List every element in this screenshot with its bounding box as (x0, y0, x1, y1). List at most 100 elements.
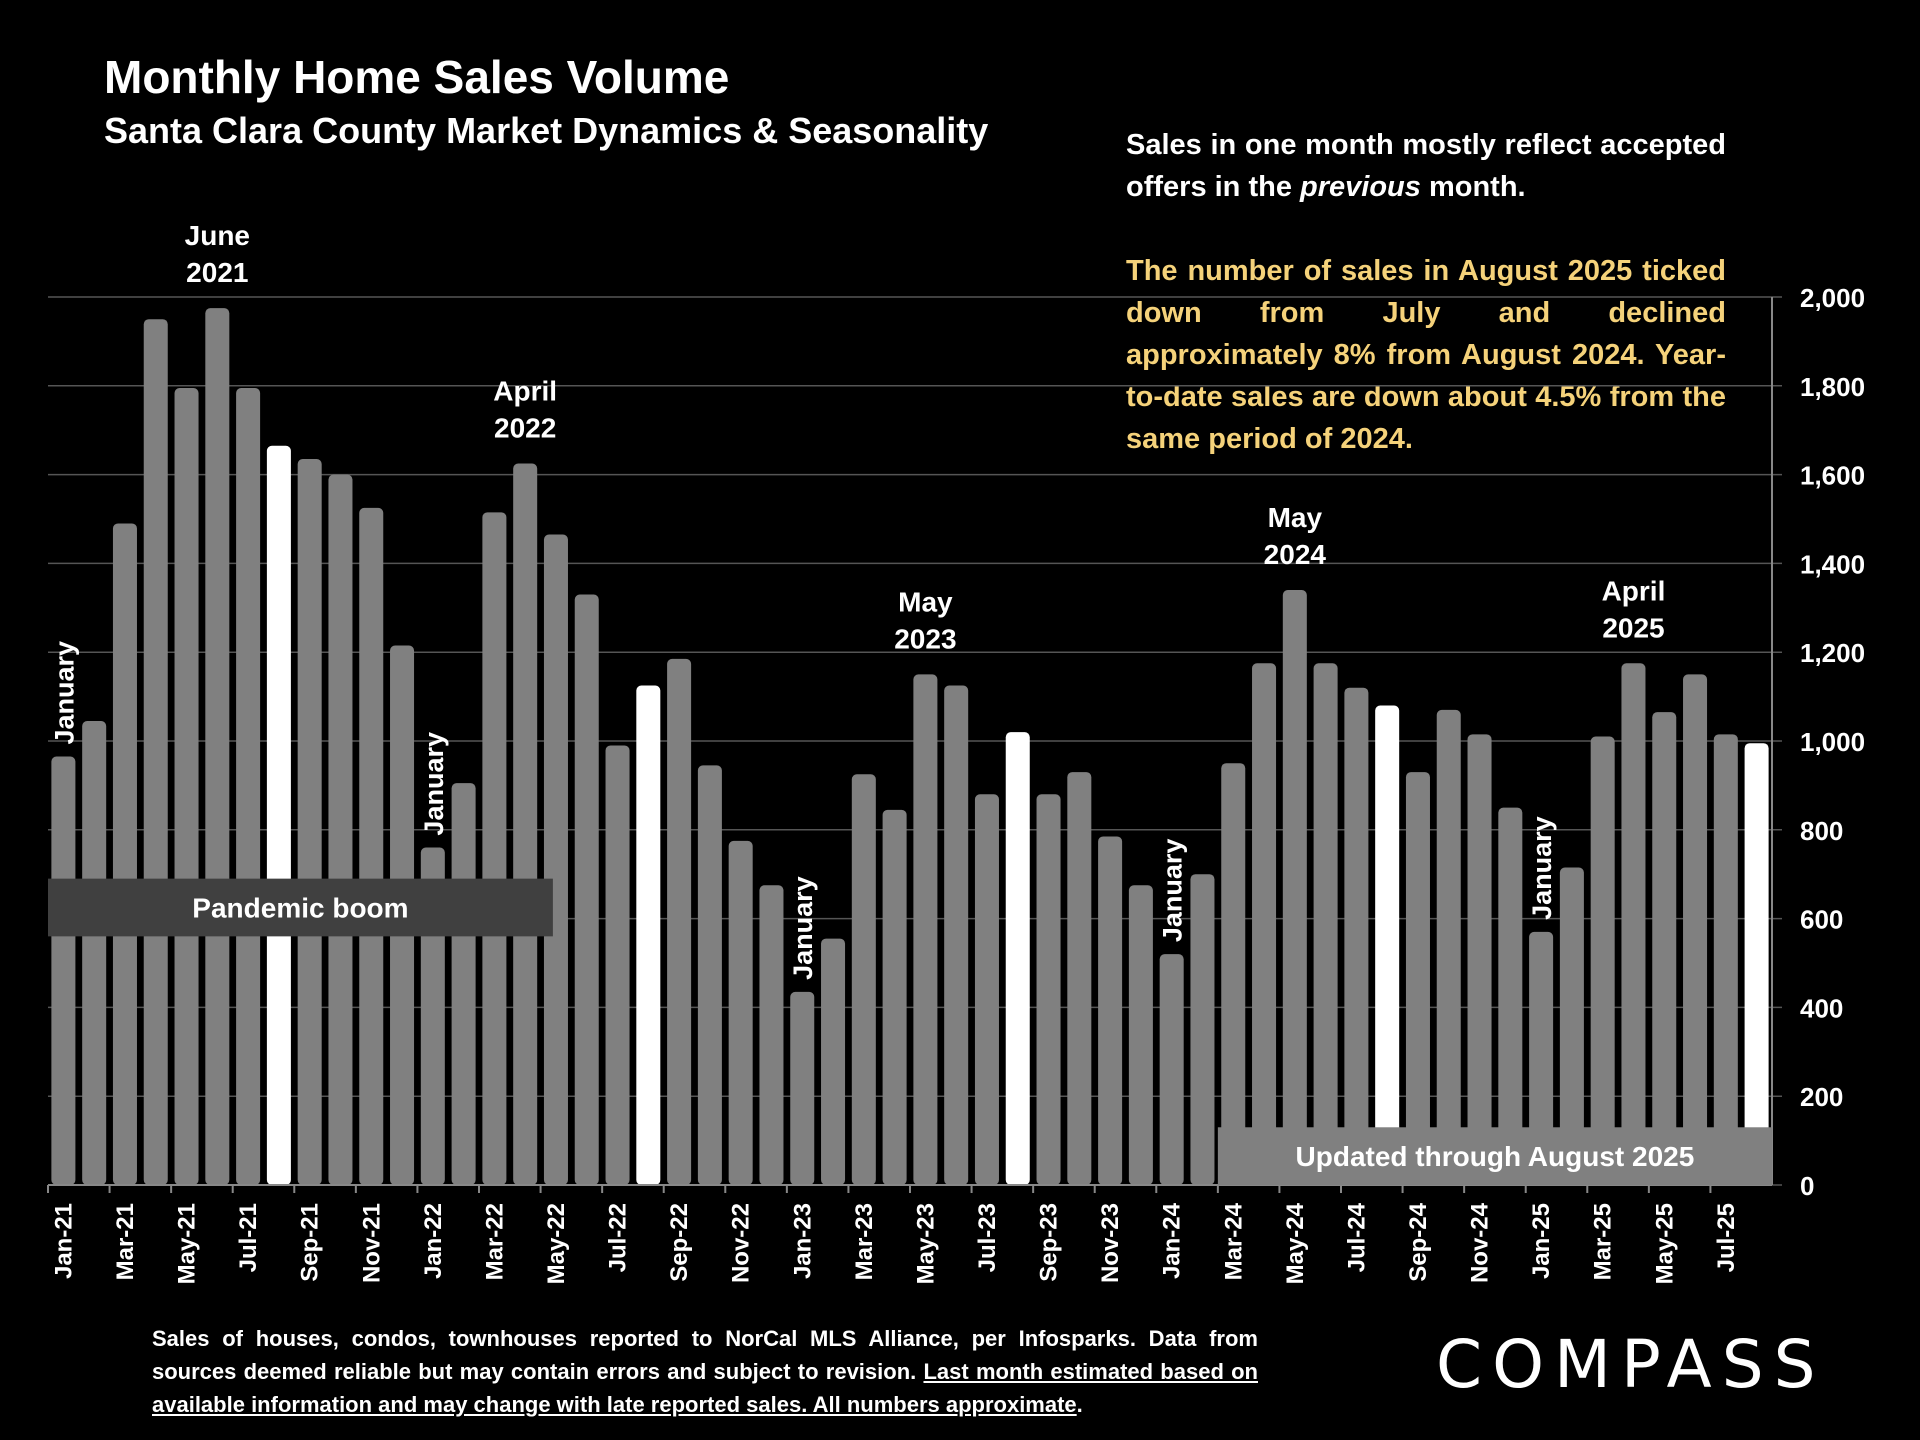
x-tick-label: Jul-21 (235, 1203, 262, 1272)
bar (51, 756, 76, 1185)
footnote-end: . (1076, 1392, 1083, 1417)
bar (1405, 772, 1430, 1185)
y-tick-label: 600 (1800, 905, 1843, 935)
compass-logo: COMPASS (1436, 1326, 1826, 1403)
x-tick-label: Mar-23 (851, 1203, 878, 1280)
y-tick-label: 1,200 (1800, 638, 1865, 668)
x-tick-label: May-24 (1282, 1202, 1309, 1284)
bar (359, 507, 384, 1185)
bar (143, 319, 168, 1185)
y-tick-label: 800 (1800, 816, 1843, 846)
highlighted-bar (1744, 743, 1769, 1185)
bar (543, 534, 568, 1185)
bar (1529, 931, 1554, 1185)
x-tick-label: Sep-22 (666, 1203, 693, 1282)
bar (513, 463, 538, 1185)
highlighted-bar (1375, 705, 1400, 1185)
x-tick-label: Mar-25 (1590, 1203, 1617, 1280)
y-tick-label: 1,400 (1800, 549, 1865, 579)
bar (1467, 734, 1492, 1185)
peak-annotation: 2021 (186, 257, 248, 288)
x-tick-label: Jul-25 (1713, 1203, 1740, 1272)
highlighted-bar (1005, 732, 1030, 1185)
bar (882, 809, 907, 1185)
bar (759, 885, 784, 1185)
chart-subtitle: Santa Clara County Market Dynamics & Sea… (104, 110, 989, 151)
context-note: Sales in one month mostly reflect accept… (1126, 124, 1726, 208)
x-tick-label: Mar-21 (112, 1203, 139, 1280)
pandemic-boom-label: Pandemic boom (192, 893, 408, 924)
x-tick-label: Nov-23 (1097, 1203, 1124, 1283)
bar (1713, 734, 1738, 1185)
bar (1498, 807, 1523, 1185)
x-tick-label: Sep-23 (1036, 1203, 1063, 1282)
bar (790, 991, 815, 1185)
footnote-disclaimer: Last month estimated based on available … (152, 1359, 1258, 1417)
bar (1221, 763, 1246, 1185)
x-tick-label: Nov-24 (1467, 1202, 1494, 1283)
updated-through-box (1217, 1127, 1772, 1185)
y-tick-label: 1,600 (1800, 461, 1865, 491)
y-tick-label: 1,800 (1800, 372, 1865, 402)
x-tick-label: Nov-21 (358, 1203, 385, 1283)
bar (944, 685, 969, 1185)
bar (174, 388, 199, 1185)
context-note-end: month. (1420, 171, 1526, 203)
highlighted-bar (636, 685, 661, 1185)
x-tick-label: Jul-23 (974, 1203, 1001, 1272)
peak-annotation: 2024 (1264, 539, 1327, 570)
x-tick-label: May-21 (174, 1203, 201, 1284)
bar (236, 388, 261, 1185)
x-tick-label: Jul-22 (605, 1203, 632, 1272)
x-tick-label: Sep-24 (1405, 1202, 1432, 1281)
context-note-text: Sales in one month mostly reflect accept… (1126, 129, 1726, 203)
bar (1683, 674, 1708, 1185)
bar (1621, 663, 1646, 1185)
x-tick-label: Jan-23 (789, 1203, 816, 1279)
footnote-text: Sales of houses, condos, townhouses repo… (152, 1326, 1258, 1384)
bar (697, 765, 722, 1185)
bar (1590, 736, 1615, 1185)
bar (451, 783, 476, 1185)
x-tick-label: Jan-25 (1528, 1203, 1555, 1279)
bar (1159, 954, 1184, 1185)
x-tick-label: Jul-24 (1343, 1202, 1370, 1272)
x-tick-label: Jan-21 (50, 1203, 77, 1279)
x-tick-label: Jan-24 (1159, 1202, 1186, 1279)
y-tick-label: 400 (1800, 993, 1843, 1023)
bar (297, 459, 322, 1185)
bar (728, 840, 753, 1185)
peak-annotation: May (1268, 502, 1323, 533)
bar (1098, 836, 1123, 1185)
bar (667, 658, 692, 1185)
bar (851, 774, 876, 1185)
context-note-emphasis: previous (1300, 171, 1421, 203)
peak-annotation: April (1602, 575, 1666, 606)
january-annotation: January (1158, 839, 1188, 943)
bar (328, 474, 353, 1186)
bar (1313, 663, 1338, 1185)
bar (1036, 794, 1061, 1185)
x-tick-label: Mar-22 (481, 1203, 508, 1280)
bar (1436, 709, 1461, 1185)
bar (1067, 772, 1092, 1185)
peak-annotation: April (493, 376, 557, 407)
bar (1652, 712, 1677, 1185)
bar (605, 745, 630, 1185)
x-tick-label: Mar-24 (1220, 1202, 1247, 1280)
y-tick-label: 2,000 (1800, 283, 1865, 313)
bar (1344, 687, 1369, 1185)
bar (1252, 663, 1277, 1185)
bar (1282, 590, 1307, 1185)
bar (574, 594, 599, 1185)
bar (205, 308, 230, 1186)
chart-title: Monthly Home Sales Volume (104, 51, 730, 103)
bar (82, 721, 107, 1185)
bar (1190, 874, 1215, 1185)
peak-annotation: June (185, 220, 250, 251)
x-tick-label: Sep-21 (297, 1203, 324, 1282)
january-annotation: January (1527, 816, 1557, 920)
y-tick-label: 200 (1800, 1082, 1843, 1112)
january-annotation: January (788, 876, 818, 980)
x-tick-label: May-22 (543, 1203, 570, 1284)
